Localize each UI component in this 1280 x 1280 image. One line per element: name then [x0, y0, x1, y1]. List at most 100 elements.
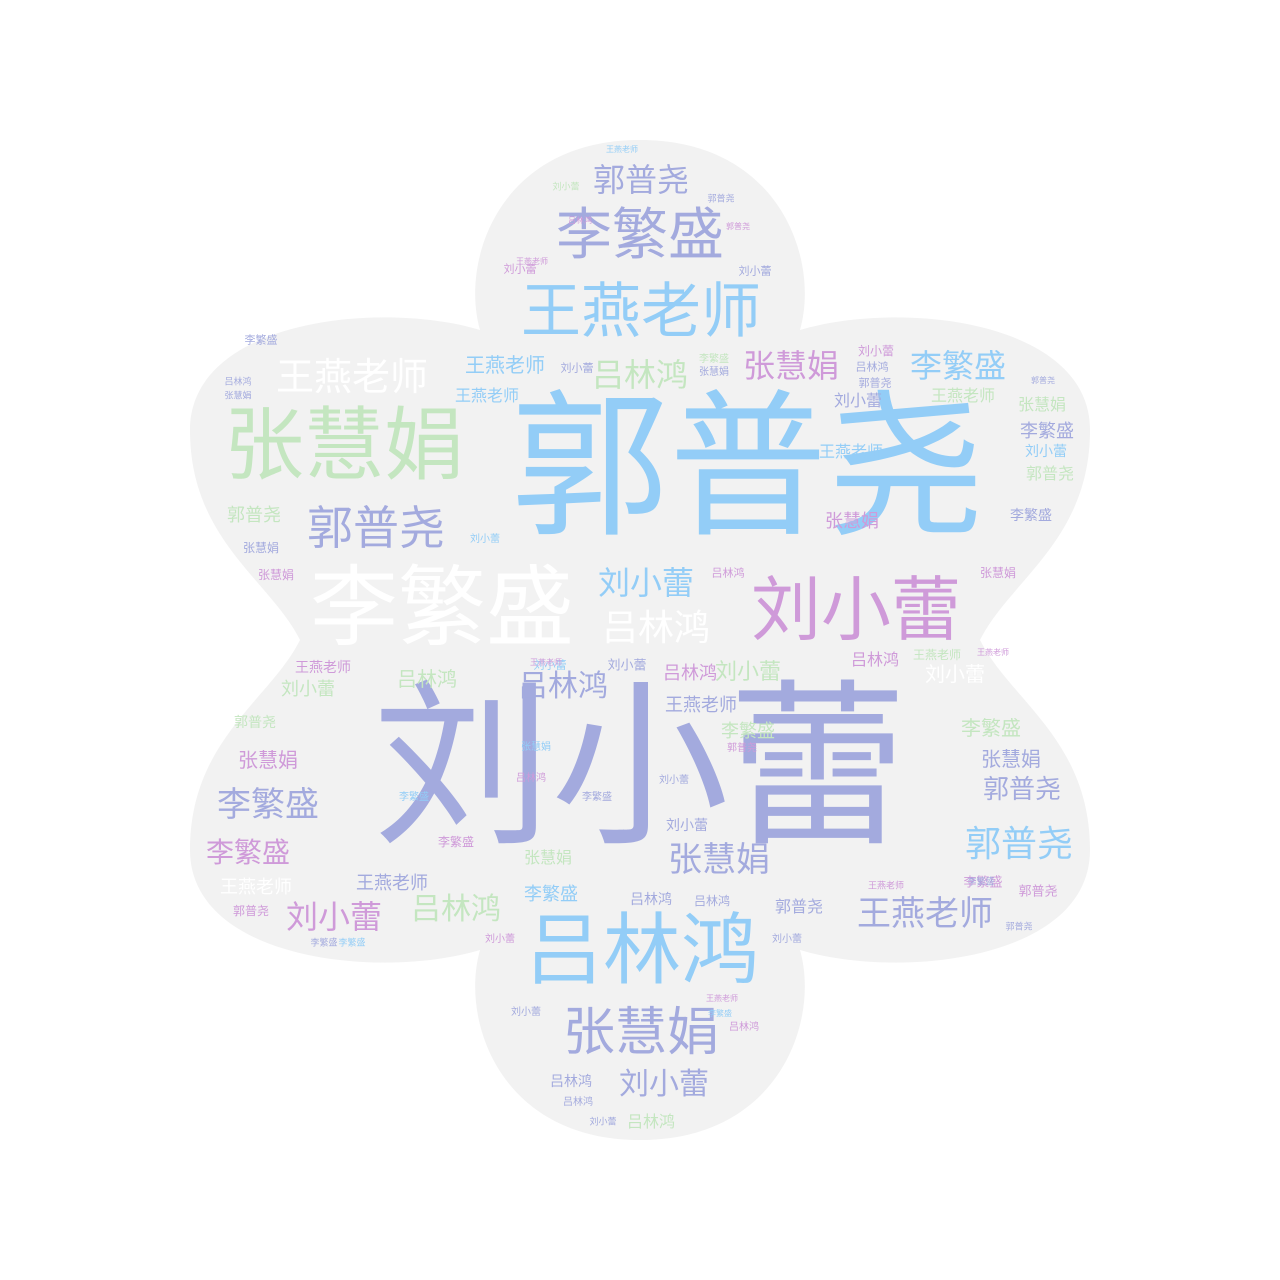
word: 吕林鸿 — [855, 360, 889, 374]
word: 张慧娟 — [562, 1003, 720, 1063]
word: 张慧娟 — [238, 748, 298, 772]
word: 张慧娟 — [742, 347, 840, 385]
word: 刘小蕾 — [659, 775, 689, 786]
word: 李繁盛 — [708, 1009, 732, 1018]
word: 刘小蕾 — [714, 660, 782, 685]
word: 郭普尧 — [726, 222, 750, 231]
word: 刘小蕾 — [619, 1067, 709, 1102]
word: 李繁盛 — [310, 938, 338, 949]
word: 刘小蕾 — [833, 391, 883, 410]
word: 王燕老师 — [665, 695, 737, 716]
word: 郭普尧 — [1025, 464, 1075, 483]
word: 刘小蕾 — [607, 658, 647, 674]
word: 张慧娟 — [699, 367, 729, 378]
word: 吕林鸿 — [224, 377, 252, 388]
word: 吕林鸿 — [411, 892, 501, 927]
word: 王燕老师 — [521, 277, 761, 347]
word: 吕林鸿 — [850, 650, 900, 669]
word: 王燕老师 — [857, 894, 993, 934]
word: 张慧娟 — [981, 747, 1041, 771]
word: 李繁盛 — [909, 347, 1007, 385]
word: 李繁盛 — [217, 785, 319, 825]
word: 李繁盛 — [699, 354, 729, 365]
word: 刘小蕾 — [560, 361, 594, 375]
word: 李繁盛 — [338, 938, 366, 949]
word: 刘小蕾 — [1025, 444, 1067, 460]
word: 吕林鸿 — [663, 663, 717, 684]
word: 刘小蕾 — [857, 344, 895, 358]
word: 刘小蕾 — [470, 534, 500, 545]
word: 郭普尧 — [227, 505, 281, 526]
word: 吕林鸿 — [729, 1022, 759, 1033]
word: 李繁盛 — [205, 836, 291, 869]
word: 郭普尧 — [1005, 922, 1033, 933]
word: 张慧娟 — [979, 566, 1017, 580]
word: 刘小蕾 — [485, 934, 515, 945]
word: 张慧娟 — [257, 568, 295, 582]
word: 王燕老师 — [295, 660, 351, 676]
word: 刘小蕾 — [589, 1117, 617, 1128]
word: 王燕老师 — [516, 257, 548, 266]
word: 张慧娟 — [668, 840, 770, 880]
word: 李繁盛 — [437, 835, 475, 849]
word: 王燕老师 — [606, 145, 638, 154]
word: 郭普尧 — [232, 904, 270, 918]
word: 王燕老师 — [275, 355, 429, 399]
word: 吕林鸿 — [711, 566, 745, 580]
word: 张慧娟 — [521, 742, 551, 753]
word: 刘小蕾 — [285, 898, 383, 936]
word: 张慧娟 — [825, 511, 879, 532]
word: 刘小蕾 — [666, 818, 708, 834]
word: 张慧娟 — [1017, 395, 1067, 414]
word: 吕林鸿 — [601, 608, 711, 649]
word: 刘小蕾 — [503, 262, 537, 276]
word: 郭普尧 — [707, 194, 735, 205]
word: 李繁盛 — [244, 333, 278, 347]
word: 吕林鸿 — [568, 216, 592, 225]
word: 王燕老师 — [912, 648, 962, 662]
word: 郭普尧 — [774, 897, 824, 916]
word: 李繁盛 — [967, 877, 995, 888]
word: 刘小蕾 — [552, 182, 580, 193]
word: 吕林鸿 — [550, 1074, 592, 1090]
word: 王燕老师 — [977, 648, 1009, 657]
word: 郭普尧 — [982, 775, 1062, 805]
word: 吕林鸿 — [516, 773, 546, 784]
word: 王燕老师 — [818, 442, 884, 461]
word: 刘小蕾 — [373, 664, 907, 871]
word: 郭普尧 — [592, 161, 690, 199]
word: 郭普尧 — [858, 376, 892, 390]
word: 刘小蕾 — [751, 569, 961, 651]
word: 刘小蕾 — [738, 264, 772, 278]
word: 李繁盛 — [1010, 508, 1052, 524]
word: 李繁盛 — [309, 556, 575, 659]
word: 吕林鸿 — [397, 667, 457, 691]
word: 吕林鸿 — [563, 1097, 593, 1108]
word: 李繁盛 — [1020, 421, 1074, 442]
word: 张慧娟 — [523, 848, 573, 867]
word: 李繁盛 — [963, 875, 1003, 891]
word: 刘小蕾 — [281, 679, 335, 700]
word: 王燕老师 — [530, 658, 562, 667]
word: 张慧娟 — [242, 541, 280, 555]
word: 吕林鸿 — [518, 669, 608, 704]
word: 王燕老师 — [356, 873, 428, 894]
flower-shape — [190, 140, 1090, 1140]
word: 王燕老师 — [706, 994, 738, 1003]
word: 吕林鸿 — [626, 1112, 676, 1131]
word: 张慧娟 — [224, 391, 252, 402]
word: 刘小蕾 — [533, 658, 567, 672]
word: 刘小蕾 — [511, 1007, 541, 1018]
word: 郭普尧 — [1018, 884, 1058, 900]
word: 刘小蕾 — [925, 662, 985, 686]
word: 李繁盛 — [961, 716, 1021, 740]
word: 郭普尧 — [727, 743, 757, 754]
word: 王燕老师 — [930, 386, 996, 405]
word: 郭普尧 — [234, 715, 276, 731]
word: 吕林鸿 — [693, 894, 731, 908]
word: 郭普尧 — [307, 501, 445, 555]
word: 李繁盛 — [721, 721, 775, 742]
word: 张慧娟 — [224, 399, 464, 492]
